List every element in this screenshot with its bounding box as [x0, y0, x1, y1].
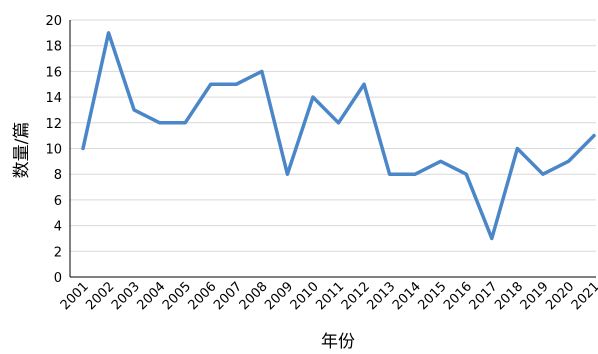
- data-point: [515, 147, 519, 150]
- x-tick-label: 2001: [58, 279, 92, 313]
- x-tick-label: 2021: [569, 279, 598, 313]
- y-tick-label: 2: [54, 245, 62, 260]
- data-point: [209, 82, 213, 86]
- x-tick-label: 2011: [313, 279, 347, 313]
- data-point: [107, 31, 111, 35]
- data-point: [158, 121, 162, 125]
- x-tick-label: 2004: [134, 279, 168, 313]
- x-tick-label: 2013: [364, 279, 398, 313]
- data-point: [439, 159, 443, 163]
- x-tick-label: 2014: [390, 279, 424, 313]
- data-point: [592, 134, 596, 138]
- data-point: [490, 236, 494, 240]
- y-tick-label: 0: [54, 271, 62, 286]
- y-tick-label: 18: [45, 40, 62, 55]
- y-tick-label: 20: [45, 14, 62, 29]
- y-tick-label: 8: [54, 168, 62, 183]
- series: [81, 31, 596, 241]
- x-tick-label: 2020: [543, 279, 577, 313]
- data-point: [260, 69, 264, 73]
- data-point: [81, 147, 85, 150]
- series-line: [81, 31, 596, 241]
- x-tick-label: 2003: [109, 279, 143, 313]
- data-point: [464, 172, 468, 176]
- x-tick-label: 2015: [416, 279, 450, 313]
- data-point: [183, 121, 187, 125]
- data-point: [337, 121, 340, 125]
- gridlines: [70, 19, 596, 252]
- x-tick-label: 2009: [262, 279, 296, 313]
- y-axis-title: 数量/篇: [12, 122, 32, 179]
- x-tick-label: 2008: [237, 279, 271, 313]
- data-point: [362, 82, 366, 86]
- data-point: [566, 159, 570, 163]
- x-axis-title: 年份: [321, 332, 355, 352]
- y-tick-label: 14: [45, 91, 62, 106]
- x-tick-labels: 2001200220032004200520062007200820092010…: [58, 279, 598, 313]
- data-point: [413, 172, 417, 176]
- axes: [69, 20, 596, 278]
- y-tick-labels: 0 2 4 6 8 10 12 14 16 18 20: [45, 14, 62, 286]
- x-tick-label: 2017: [467, 279, 501, 313]
- x-tick-label: 2019: [518, 279, 552, 313]
- y-tick-label: 12: [45, 117, 62, 132]
- x-tick-label: 2005: [160, 279, 194, 313]
- data-point: [234, 82, 238, 86]
- data-point: [541, 172, 545, 176]
- x-tick-label: 2018: [492, 279, 526, 313]
- x-tick-label: 2007: [211, 279, 245, 313]
- x-tick-label: 2012: [339, 279, 373, 313]
- data-point: [285, 172, 289, 176]
- x-tick-label: 2010: [288, 279, 322, 313]
- x-tick-label: 2002: [83, 279, 117, 313]
- y-tick-label: 16: [45, 65, 62, 80]
- data-point: [132, 108, 136, 112]
- data-point: [311, 95, 315, 99]
- y-tick-label: 10: [45, 143, 62, 158]
- y-tick-label: 6: [54, 194, 62, 209]
- x-tick-label: 2006: [186, 279, 220, 313]
- x-tick-label: 2016: [441, 279, 475, 313]
- data-point: [388, 172, 392, 176]
- y-tick-label: 4: [54, 220, 62, 235]
